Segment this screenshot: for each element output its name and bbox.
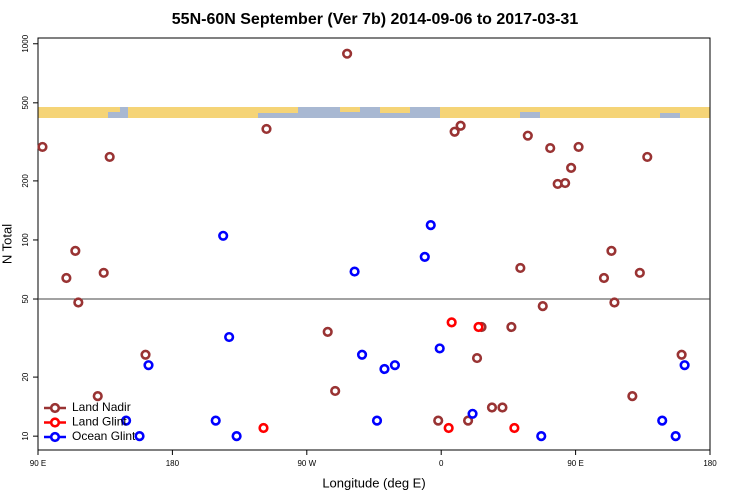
point	[497, 402, 508, 413]
point	[443, 422, 454, 434]
point	[473, 321, 484, 333]
point	[471, 352, 483, 364]
x-axis-label: Longitude (deg E)	[322, 475, 425, 490]
point	[134, 431, 145, 442]
point	[606, 245, 617, 256]
y-tick-label: 10	[21, 431, 30, 440]
point	[657, 415, 668, 426]
point	[98, 267, 109, 278]
legend-label: Land Glint	[72, 415, 127, 429]
point	[349, 266, 360, 277]
point	[670, 431, 681, 442]
legend-label: Land Nadir	[72, 400, 131, 414]
point	[446, 317, 457, 328]
point	[224, 331, 235, 343]
point	[467, 408, 478, 419]
x-tick-label: 0	[439, 459, 444, 468]
point	[330, 385, 341, 397]
point	[676, 349, 687, 360]
point	[218, 230, 229, 241]
point	[515, 262, 526, 274]
point	[679, 360, 690, 371]
point	[140, 349, 151, 360]
y-tick-label: 100	[21, 233, 30, 247]
point	[389, 360, 401, 371]
point	[121, 415, 132, 426]
point	[419, 251, 430, 262]
y-axis-label: N Total	[0, 224, 14, 264]
point	[509, 422, 520, 434]
point	[104, 151, 115, 163]
point	[598, 272, 610, 284]
point	[545, 142, 556, 154]
point	[210, 415, 221, 426]
x-tick-label: 90 W	[297, 459, 316, 468]
legend-marker	[49, 417, 61, 428]
point	[522, 130, 533, 141]
point	[506, 321, 517, 333]
x-tick-label: 180	[703, 459, 717, 468]
y-tick-label: 500	[21, 96, 30, 110]
point	[434, 343, 445, 354]
point	[537, 301, 548, 312]
point	[231, 431, 242, 442]
point	[342, 48, 353, 59]
plot-frame	[37, 37, 711, 451]
point	[371, 415, 383, 426]
chart-title: 55N-60N September (Ver 7b) 2014-09-06 to…	[172, 11, 579, 28]
point	[261, 123, 272, 135]
point	[70, 245, 81, 256]
point	[143, 360, 154, 371]
point	[566, 162, 577, 173]
point	[462, 415, 474, 426]
point	[258, 422, 269, 434]
x-tick-label: 180	[166, 459, 180, 468]
legend-label: Ocean Glint	[72, 429, 136, 443]
point	[627, 391, 638, 402]
point	[425, 220, 436, 231]
y-tick-label: 1000	[21, 34, 30, 52]
y-tick-label: 20	[21, 372, 30, 381]
point	[573, 141, 584, 153]
point	[536, 431, 547, 442]
legend-marker	[49, 402, 61, 414]
point	[61, 272, 72, 284]
point	[37, 141, 48, 153]
point	[642, 151, 653, 163]
point	[356, 349, 368, 360]
y-tick-label: 50	[21, 294, 30, 303]
point	[560, 177, 571, 189]
point	[92, 391, 103, 402]
point	[449, 126, 460, 137]
point	[73, 297, 84, 308]
point	[322, 326, 333, 337]
x-tick-label: 90 E	[567, 459, 583, 468]
point	[609, 297, 620, 308]
x-tick-label: 90 E	[30, 459, 46, 468]
point	[379, 363, 390, 375]
point	[433, 415, 444, 426]
y-tick-label: 200	[21, 174, 30, 188]
legend-marker	[49, 431, 61, 443]
point	[455, 120, 466, 131]
point	[486, 402, 498, 413]
map-strip	[38, 107, 710, 118]
point	[634, 267, 645, 278]
